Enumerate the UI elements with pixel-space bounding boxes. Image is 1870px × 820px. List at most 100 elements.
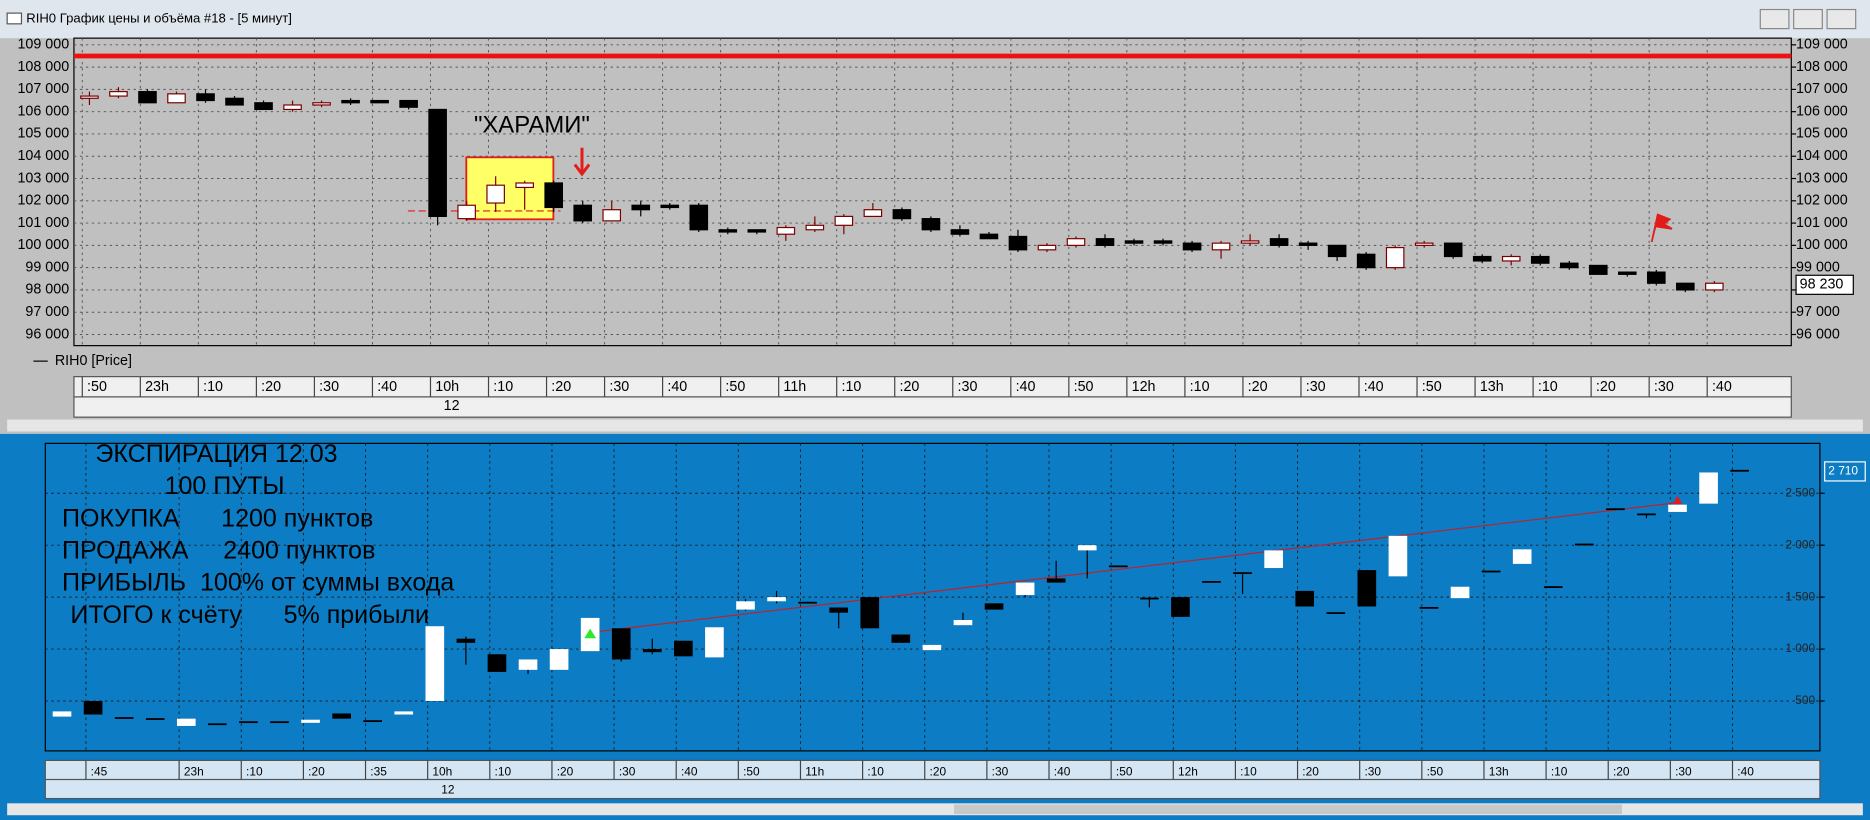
x-tick-label: :50 [1074,379,1094,395]
x-tick-label: :30 [1364,764,1381,778]
candle-body [1617,271,1637,275]
candle-body [1450,586,1470,599]
x-tick-label: :10 [1538,379,1558,395]
x-tick-label: :30 [1654,379,1674,395]
candle-body [776,226,796,235]
candle-body [1574,543,1594,546]
candle-body [1108,565,1128,568]
x-tick-label: :20 [1302,764,1319,778]
x-tick-label: :10 [1551,764,1568,778]
x-tick-label: 12h [1132,379,1156,395]
candle-body [1171,597,1190,617]
candle-body [660,204,680,209]
candle-body [225,97,244,106]
minimize-button[interactable] [1759,8,1790,30]
candle-body [984,603,1004,610]
candle-body [518,659,538,670]
candle-body [1182,242,1202,251]
x-tick-label: :20 [1596,379,1616,395]
candle-body [573,204,593,222]
candle-body [798,601,817,604]
y-tick-label: 1 000 [1785,641,1815,655]
x-tick-label: :50 [87,379,107,395]
note-text: ЭКСПИРАЦИЯ 12.03 [95,440,337,468]
candle-body [80,95,99,99]
note-text: ПОКУПКА 1200 пунктов [62,504,373,532]
candle-body [1356,253,1376,269]
y-tick-label: 107 000 [1796,81,1848,97]
y-tick-label: 108 000 [1796,59,1848,75]
x-tick-label: :40 [377,379,397,395]
candle-body [145,718,165,720]
candle-body [1037,244,1057,251]
x-tick-label: :10 [495,764,512,778]
x-tick-label: :50 [725,379,745,395]
candle-body [736,601,755,610]
candle-body [705,627,724,658]
y-tick-label: 2 000 [1785,537,1815,551]
y-tick-label: 104 000 [1796,148,1848,164]
x-tick-label: :40 [1364,379,1384,395]
x-tick-label: 11h [805,764,824,778]
x-tick-label: :20 [930,764,947,778]
candle-body [860,597,880,629]
candle-body [631,204,651,211]
candle-body [457,204,476,220]
candle-body [341,99,360,104]
candle-body [399,99,418,108]
x-tick-label: 23h [145,379,169,395]
candle-body [254,102,273,111]
candle-body [283,104,302,111]
x-tick-label: :40 [1737,764,1754,778]
x-tick-label: :30 [992,764,1009,778]
candle-body [1472,255,1492,262]
candle-body [892,209,912,220]
y-tick-label: 104 000 [17,148,69,164]
candle-body [1140,597,1159,600]
candle-body [829,607,849,613]
candle-body [1637,513,1656,516]
y-tick-label: 96 000 [25,326,69,342]
candle-body [950,229,970,235]
candle-body [176,718,196,726]
plot-area [44,442,1821,752]
candle-body [642,649,662,653]
candle-body [425,626,445,702]
candle-body [1046,578,1066,583]
candle-body [363,720,383,723]
note-text: ПРИБЫЛЬ 100% от суммы входа [62,569,454,597]
candle-body [1202,581,1221,583]
maximize-button[interactable] [1793,8,1823,30]
scroll-thumb[interactable] [954,804,1622,815]
x-tick-label: :10 [493,379,513,395]
candle-body [1699,472,1718,504]
x-tick-label: :20 [261,379,281,395]
candle-body [1419,606,1439,609]
candle-body [674,640,693,657]
candle-body [1240,240,1260,244]
candle-body [1606,508,1625,511]
candle-body [1647,271,1666,284]
x-tick-label: :30 [1306,379,1326,395]
x-tick-label: :40 [1712,379,1732,395]
candle-body [979,233,999,240]
candle-body [863,209,883,217]
x-tick-label: :10 [1190,379,1210,395]
window-buttons[interactable] [1759,8,1857,30]
x-tick-label: 13h [1480,379,1504,395]
note-text: ПРОДАЖА 2400 пунктов [62,536,375,564]
candle-body [1512,549,1532,564]
scrollbar[interactable] [7,803,1863,816]
scrollbar[interactable] [7,419,1863,432]
annotation: "ХАРАМИ" [474,112,590,139]
x-tick-label: :30 [609,379,629,395]
close-button[interactable] [1826,8,1857,30]
candle-body [1295,590,1315,607]
y-tick-label: 500 [1795,693,1815,707]
trend-line [590,501,1678,634]
candle-body [515,182,534,189]
x-tick-label: 23h [184,764,204,778]
x-tick-label: :35 [370,764,387,778]
y-tick-label: 98 000 [25,282,69,298]
